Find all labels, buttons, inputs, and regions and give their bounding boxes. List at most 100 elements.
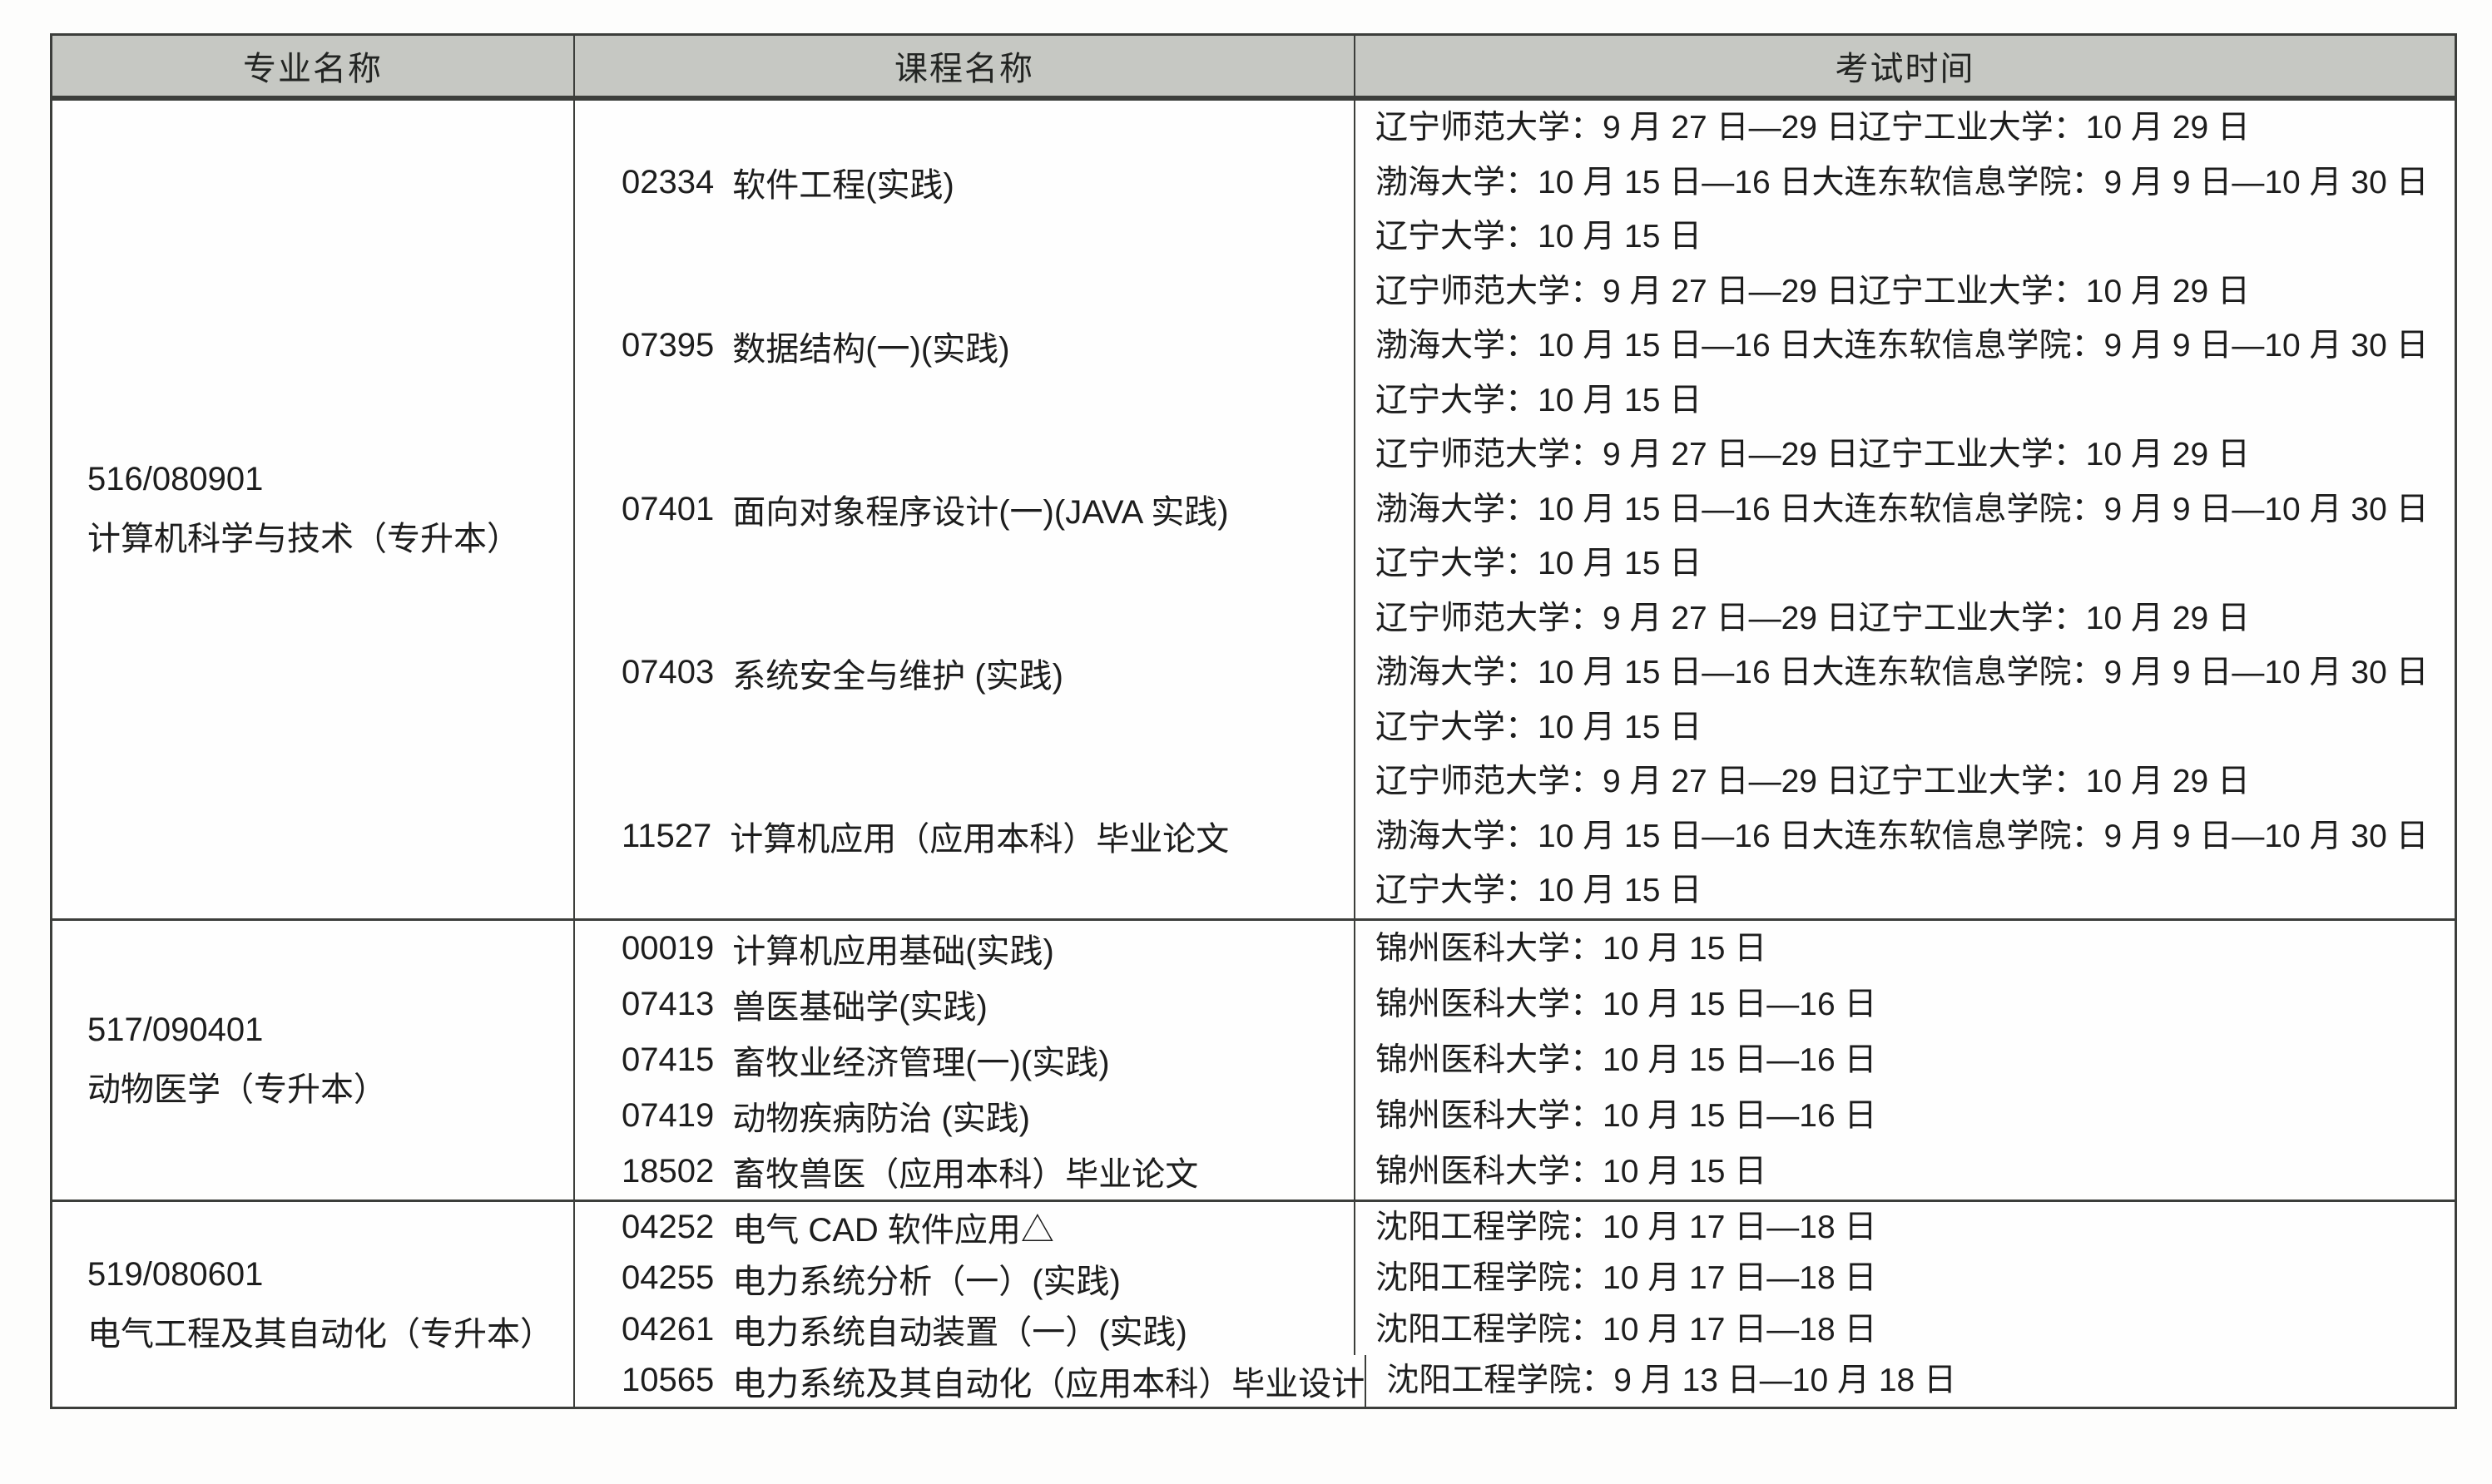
course-cell: 10565 电力系统及其自动化（应用本科）毕业设计 bbox=[575, 1355, 1367, 1407]
course-name: 畜牧兽医（应用本科）毕业论文 bbox=[732, 1156, 1199, 1193]
time-cell: 辽宁师范大学：9 月 27 日—29 日辽宁工业大学：10 月 29 日 渤海大… bbox=[1355, 591, 2455, 755]
major-section-519: 519/080601 电气工程及其自动化（专升本） 04252 电气 CAD 软… bbox=[52, 1199, 2455, 1407]
section-course-rows: 00019 计算机应用基础(实践) 锦州医科大学：10 月 15 日 07413… bbox=[575, 920, 2455, 1200]
time-cell: 锦州医科大学：10 月 15 日 bbox=[1355, 921, 2455, 977]
course-row: 02334 软件工程(实践) 辽宁师范大学：9 月 27 日—29 日辽宁工业大… bbox=[575, 101, 2455, 265]
major-name: 动物医学（专升本） bbox=[87, 1071, 387, 1108]
time-cell: 沈阳工程学院：9 月 13 日—10 月 18 日 bbox=[1366, 1355, 2455, 1407]
course-code: 07413 bbox=[622, 985, 715, 1022]
time-line: 锦州医科大学：10 月 15 日—16 日 bbox=[1375, 1097, 1877, 1134]
course-name: 电力系统及其自动化（应用本科）毕业设计 bbox=[732, 1365, 1365, 1402]
column-header-time: 考试时间 bbox=[1835, 51, 1975, 87]
course-cell: 04261 电力系统自动装置（一）(实践) bbox=[575, 1303, 1355, 1355]
time-line: 锦州医科大学：10 月 15 日—16 日 bbox=[1375, 1041, 1877, 1078]
course-row: 04252 电气 CAD 软件应用△ 沈阳工程学院：10 月 17 日—18 日 bbox=[575, 1201, 2455, 1254]
course-row: 07419 动物疾病防治 (实践) 锦州医科大学：10 月 15 日—16 日 bbox=[575, 1087, 2455, 1144]
course-code: 07415 bbox=[622, 1041, 715, 1078]
course-name: 畜牧业经济管理(一)(实践) bbox=[732, 1045, 1110, 1081]
course-code: 04255 bbox=[622, 1259, 715, 1297]
table-header-row: 专业名称 课程名称 考试时间 bbox=[52, 36, 2455, 98]
time-line: 锦州医科大学：10 月 15 日 bbox=[1375, 930, 1767, 967]
time-line: 锦州医科大学：10 月 15 日 bbox=[1375, 1153, 1767, 1190]
time-line: 渤海大学：10 月 15 日—16 日大连东软信息学院：9 月 9 日—10 月… bbox=[1375, 328, 2429, 364]
time-cell: 辽宁师范大学：9 月 27 日—29 日辽宁工业大学：10 月 29 日 渤海大… bbox=[1355, 754, 2455, 918]
course-cell: 11527 计算机应用（应用本科）毕业论文 bbox=[575, 754, 1355, 918]
course-row: 04261 电力系统自动装置（一）(实践) 沈阳工程学院：10 月 17 日—1… bbox=[575, 1303, 2455, 1356]
time-line: 辽宁大学：10 月 15 日 bbox=[1375, 219, 1702, 255]
course-row: 11527 计算机应用（应用本科）毕业论文 辽宁师范大学：9 月 27 日—29… bbox=[575, 754, 2455, 918]
course-row: 07403 系统安全与维护 (实践) 辽宁师范大学：9 月 27 日—29 日辽… bbox=[575, 591, 2455, 755]
course-row: 07395 数据结构(一)(实践) 辽宁师范大学：9 月 27 日—29 日辽宁… bbox=[575, 264, 2455, 428]
course-row: 00019 计算机应用基础(实践) 锦州医科大学：10 月 15 日 bbox=[575, 920, 2455, 977]
time-line: 锦州医科大学：10 月 15 日—16 日 bbox=[1375, 986, 1877, 1022]
course-code: 04252 bbox=[622, 1208, 715, 1245]
time-line: 辽宁师范大学：9 月 27 日—29 日辽宁工业大学：10 月 29 日 bbox=[1375, 110, 2251, 146]
course-name: 数据结构(一)(实践) bbox=[732, 330, 1010, 368]
course-cell: 02334 软件工程(实践) bbox=[575, 101, 1355, 265]
course-name: 计算机应用（应用本科）毕业论文 bbox=[730, 821, 1230, 858]
course-code: 04261 bbox=[622, 1310, 715, 1348]
course-name: 电力系统自动装置（一）(实践) bbox=[732, 1314, 1187, 1352]
time-line: 沈阳工程学院：9 月 13 日—10 月 18 日 bbox=[1386, 1363, 1957, 1398]
time-cell: 辽宁师范大学：9 月 27 日—29 日辽宁工业大学：10 月 29 日 渤海大… bbox=[1355, 428, 2455, 591]
exam-schedule-table: 专业名称 课程名称 考试时间 516/080901 计算机科学与技术（专升本） … bbox=[50, 33, 2457, 1409]
time-line: 辽宁大学：10 月 15 日 bbox=[1375, 873, 1702, 908]
course-code: 07403 bbox=[622, 654, 715, 691]
time-cell: 辽宁师范大学：9 月 27 日—29 日辽宁工业大学：10 月 29 日 渤海大… bbox=[1355, 101, 2455, 265]
course-code: 07395 bbox=[622, 327, 715, 364]
time-line: 渤海大学：10 月 15 日—16 日大连东软信息学院：9 月 9 日—10 月… bbox=[1375, 164, 2429, 200]
time-line: 沈阳工程学院：10 月 17 日—18 日 bbox=[1375, 1209, 1877, 1245]
course-cell: 18502 畜牧兽医（应用本科）毕业论文 bbox=[575, 1143, 1355, 1200]
section-course-rows: 04252 电气 CAD 软件应用△ 沈阳工程学院：10 月 17 日—18 日… bbox=[575, 1201, 2455, 1407]
time-cell: 辽宁师范大学：9 月 27 日—29 日辽宁工业大学：10 月 29 日 渤海大… bbox=[1355, 265, 2455, 428]
course-name: 兽医基础学(实践) bbox=[732, 989, 988, 1026]
course-row: 10565 电力系统及其自动化（应用本科）毕业设计 沈阳工程学院：9 月 13 … bbox=[575, 1355, 2455, 1407]
course-name: 动物疾病防治 (实践) bbox=[732, 1101, 1030, 1137]
course-name: 电力系统分析（一）(实践) bbox=[732, 1263, 1121, 1300]
time-line: 辽宁师范大学：9 月 27 日—29 日辽宁工业大学：10 月 29 日 bbox=[1375, 273, 2251, 309]
course-name: 软件工程(实践) bbox=[732, 167, 954, 205]
course-code: 07401 bbox=[622, 490, 715, 527]
course-cell: 07401 面向对象程序设计(一)(JAVA 实践) bbox=[575, 428, 1355, 591]
course-row: 18502 畜牧兽医（应用本科）毕业论文 锦州医科大学：10 月 15 日 bbox=[575, 1143, 2455, 1200]
course-cell: 07395 数据结构(一)(实践) bbox=[575, 264, 1355, 428]
course-cell: 00019 计算机应用基础(实践) bbox=[575, 920, 1355, 977]
time-line: 辽宁大学：10 月 15 日 bbox=[1375, 546, 1702, 581]
course-cell: 07419 动物疾病防治 (实践) bbox=[575, 1087, 1355, 1144]
time-cell: 沈阳工程学院：10 月 17 日—18 日 bbox=[1355, 1253, 2455, 1304]
course-name: 面向对象程序设计(一)(JAVA 实践) bbox=[732, 494, 1229, 532]
course-cell: 07403 系统安全与维护 (实践) bbox=[575, 591, 1355, 754]
column-header-course: 课程名称 bbox=[575, 36, 1355, 96]
time-line: 辽宁师范大学：9 月 27 日—29 日辽宁工业大学：10 月 29 日 bbox=[1375, 764, 2251, 799]
course-row: 07413 兽医基础学(实践) 锦州医科大学：10 月 15 日—16 日 bbox=[575, 976, 2455, 1032]
major-code: 517/090401 bbox=[87, 1012, 264, 1048]
course-code: 02334 bbox=[622, 163, 715, 200]
column-header-major: 专业名称 bbox=[52, 36, 575, 96]
course-cell: 04255 电力系统分析（一）(实践) bbox=[575, 1253, 1355, 1304]
time-line: 沈阳工程学院：10 月 17 日—18 日 bbox=[1375, 1311, 1877, 1348]
time-cell: 沈阳工程学院：10 月 17 日—18 日 bbox=[1355, 1304, 2455, 1356]
major-cell: 519/080601 电气工程及其自动化（专升本） bbox=[52, 1201, 575, 1407]
course-cell: 07415 畜牧业经济管理(一)(实践) bbox=[575, 1031, 1355, 1088]
time-line: 辽宁大学：10 月 15 日 bbox=[1375, 709, 1702, 745]
course-row: 07415 畜牧业经济管理(一)(实践) 锦州医科大学：10 月 15 日—16… bbox=[575, 1031, 2455, 1088]
major-section-516: 516/080901 计算机科学与技术（专升本） 02334 软件工程(实践) … bbox=[52, 98, 2455, 918]
major-code: 516/080901 bbox=[87, 461, 264, 498]
course-code: 11527 bbox=[622, 817, 712, 854]
time-line: 辽宁师范大学：9 月 27 日—29 日辽宁工业大学：10 月 29 日 bbox=[1375, 600, 2251, 636]
time-cell: 锦州医科大学：10 月 15 日—16 日 bbox=[1355, 977, 2455, 1032]
course-cell: 07413 兽医基础学(实践) bbox=[575, 976, 1355, 1032]
time-cell: 沈阳工程学院：10 月 17 日—18 日 bbox=[1355, 1202, 2455, 1254]
major-code: 519/080601 bbox=[87, 1255, 264, 1293]
time-line: 沈阳工程学院：10 月 17 日—18 日 bbox=[1375, 1260, 1877, 1296]
time-line: 渤海大学：10 月 15 日—16 日大连东软信息学院：9 月 9 日—10 月… bbox=[1375, 818, 2429, 854]
course-row: 04255 电力系统分析（一）(实践) 沈阳工程学院：10 月 17 日—18 … bbox=[575, 1253, 2455, 1304]
section-course-rows: 02334 软件工程(实践) 辽宁师范大学：9 月 27 日—29 日辽宁工业大… bbox=[575, 101, 2455, 918]
course-name: 计算机应用基础(实践) bbox=[732, 933, 1054, 970]
major-cell: 517/090401 动物医学（专升本） bbox=[52, 920, 575, 1200]
course-code: 18502 bbox=[622, 1152, 715, 1190]
time-line: 渤海大学：10 月 15 日—16 日大连东软信息学院：9 月 9 日—10 月… bbox=[1375, 491, 2429, 527]
time-line: 辽宁师范大学：9 月 27 日—29 日辽宁工业大学：10 月 29 日 bbox=[1375, 437, 2251, 472]
time-cell: 锦州医科大学：10 月 15 日—16 日 bbox=[1355, 1032, 2455, 1088]
